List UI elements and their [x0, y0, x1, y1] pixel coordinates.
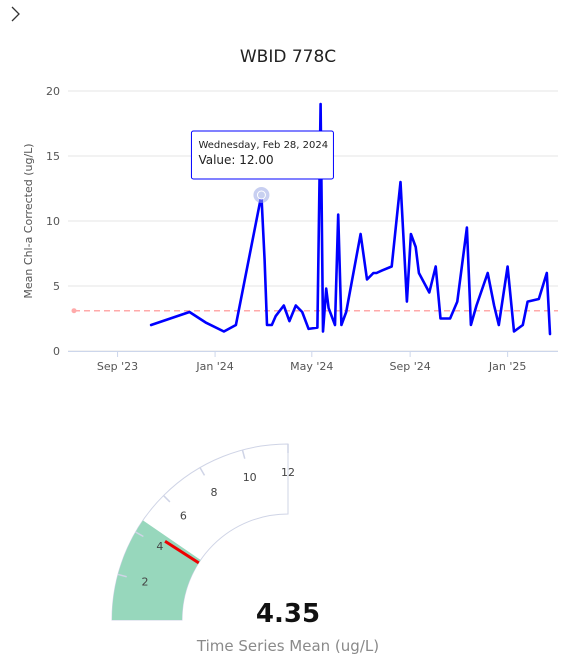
chart-title: WBID 778C — [240, 47, 336, 67]
y-tick-label: 10 — [46, 215, 60, 228]
gauge-tick-mark — [163, 495, 171, 503]
gauge-tick-label: 8 — [211, 486, 218, 499]
x-tick-label: Jan '24 — [195, 360, 233, 373]
y-tick-label: 0 — [53, 345, 60, 358]
expand-button[interactable] — [4, 2, 26, 24]
gauge-value: 4.35 — [256, 599, 320, 629]
gauge: 2 4 6 8 10 12 4.35 Time Series Mean (ug/L) — [111, 443, 379, 655]
series-line — [149, 102, 552, 336]
hover-point — [256, 190, 266, 200]
gauge-tick-label: 4 — [156, 540, 163, 553]
tooltip-date: Wednesday, Feb 28, 2024 — [198, 140, 328, 151]
gauge-label: Time Series Mean (ug/L) — [196, 637, 379, 655]
tooltip-box — [190, 130, 334, 180]
gauge-tick-label: 12 — [281, 466, 295, 479]
tooltip: Wednesday, Feb 28, 2024 Value: 12.00 — [190, 130, 334, 180]
y-tick-label: 15 — [46, 150, 60, 163]
gauge-needle — [164, 540, 200, 565]
y-tick-label: 5 — [53, 280, 60, 293]
y-tick-label: 20 — [46, 85, 60, 98]
x-tick-label: Jan '25 — [488, 360, 526, 373]
series-layer — [149, 102, 552, 336]
gauge-tick-label: 6 — [180, 509, 187, 522]
grid-lines — [68, 90, 558, 352]
gauge-tick-label: 2 — [142, 576, 149, 589]
gauge-tick-label: 10 — [243, 471, 257, 484]
threshold-marker — [71, 308, 77, 314]
gauge-tick-mark — [241, 449, 246, 459]
chevron-right-icon — [11, 6, 20, 22]
gauge-tick-mark — [135, 531, 144, 538]
gauge-tick-mark — [199, 467, 206, 476]
x-tick-label: Sep '24 — [389, 360, 430, 373]
gauge-tick-mark — [117, 573, 127, 578]
x-axis-ticks: Sep '23 Jan '24 May '24 Sep '24 Jan '25 — [97, 351, 526, 373]
y-axis-ticks: 0 5 10 15 20 — [46, 85, 60, 358]
tooltip-value: Value: 12.00 — [198, 153, 273, 167]
gauge-ticks: 2 4 6 8 10 12 — [117, 444, 295, 589]
gauge-band — [112, 520, 201, 620]
line-chart: WBID 778C 0 5 10 15 20 Mean Chl-a Corrected … — [22, 47, 558, 373]
x-tick-label: Sep '23 — [97, 360, 138, 373]
y-axis-label: Mean Chl-a Corrected (ug/L) — [22, 143, 35, 298]
x-tick-label: May '24 — [290, 360, 333, 373]
